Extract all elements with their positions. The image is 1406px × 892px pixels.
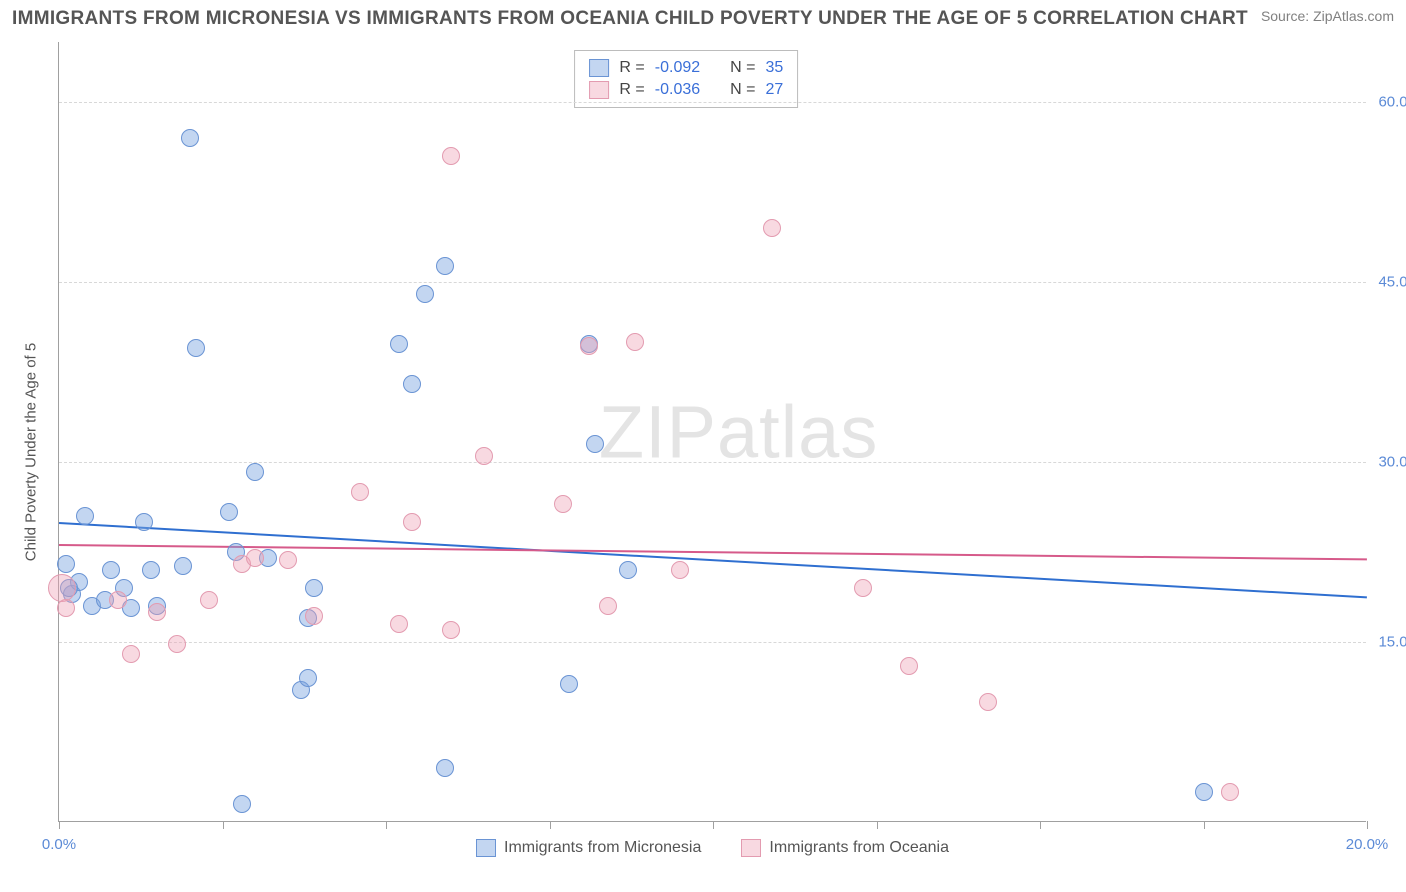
scatter-point-series-0: [102, 561, 120, 579]
scatter-point-series-1: [403, 513, 421, 531]
r-label-1: R =: [619, 79, 644, 101]
scatter-point-series-1: [854, 579, 872, 597]
scatter-point-series-1: [626, 333, 644, 351]
x-tick: [223, 821, 224, 829]
scatter-point-series-1: [168, 635, 186, 653]
scatter-point-series-1: [279, 551, 297, 569]
scatter-point-series-0: [619, 561, 637, 579]
x-tick: [550, 821, 551, 829]
scatter-point-series-1: [351, 483, 369, 501]
x-tick: [713, 821, 714, 829]
watermark-left: ZIP: [599, 390, 717, 473]
x-tick: [877, 821, 878, 829]
source-value: ZipAtlas.com: [1313, 8, 1394, 24]
scatter-point-series-0: [390, 335, 408, 353]
scatter-point-series-0: [174, 557, 192, 575]
x-tick-label: 0.0%: [42, 836, 76, 853]
scatter-point-series-0: [135, 513, 153, 531]
scatter-point-series-0: [181, 129, 199, 147]
scatter-point-series-0: [416, 285, 434, 303]
r-value-1: -0.036: [655, 79, 700, 101]
scatter-point-series-1: [599, 597, 617, 615]
scatter-point-series-1: [305, 607, 323, 625]
scatter-point-series-1: [671, 561, 689, 579]
r-value-0: -0.092: [655, 57, 700, 79]
scatter-point-series-1: [57, 599, 75, 617]
bottom-legend: Immigrants from Micronesia Immigrants fr…: [59, 839, 1366, 857]
gridline-h: [59, 282, 1366, 283]
scatter-point-series-1: [246, 549, 264, 567]
scatter-point-series-1: [48, 574, 76, 602]
x-tick: [59, 821, 60, 829]
scatter-point-series-0: [57, 555, 75, 573]
plot-area: ZIPatlas R = -0.092 N = 35 R = -0.036 N …: [58, 42, 1366, 822]
scatter-point-series-0: [76, 507, 94, 525]
scatter-point-series-1: [442, 147, 460, 165]
legend-label-0: Immigrants from Micronesia: [504, 839, 701, 857]
legend-swatch-oceania-bottom: [741, 839, 761, 857]
scatter-point-series-1: [475, 447, 493, 465]
scatter-point-series-0: [403, 375, 421, 393]
scatter-point-series-0: [586, 435, 604, 453]
n-value-0: 35: [765, 57, 783, 79]
correlation-row-1: R = -0.036 N = 27: [589, 79, 783, 101]
scatter-point-series-1: [900, 657, 918, 675]
y-tick-label: 60.0%: [1378, 94, 1406, 111]
x-tick-label: 20.0%: [1346, 836, 1389, 853]
scatter-point-series-1: [109, 591, 127, 609]
legend-label-1: Immigrants from Oceania: [769, 839, 949, 857]
scatter-point-series-1: [554, 495, 572, 513]
legend-item-oceania: Immigrants from Oceania: [741, 839, 949, 857]
n-value-1: 27: [765, 79, 783, 101]
scatter-point-series-1: [442, 621, 460, 639]
scatter-point-series-0: [187, 339, 205, 357]
y-tick-label: 30.0%: [1378, 454, 1406, 471]
scatter-point-series-0: [436, 759, 454, 777]
scatter-point-series-1: [148, 603, 166, 621]
scatter-point-series-1: [200, 591, 218, 609]
y-tick-label: 45.0%: [1378, 274, 1406, 291]
gridline-h: [59, 642, 1366, 643]
scatter-point-series-1: [1221, 783, 1239, 801]
source-attribution: Source: ZipAtlas.com: [1261, 8, 1394, 24]
gridline-h: [59, 102, 1366, 103]
x-tick: [1040, 821, 1041, 829]
x-tick: [1367, 821, 1368, 829]
scatter-point-series-0: [142, 561, 160, 579]
y-tick-label: 15.0%: [1378, 634, 1406, 651]
y-axis-label: Child Poverty Under the Age of 5: [23, 343, 40, 561]
scatter-point-series-0: [305, 579, 323, 597]
scatter-point-series-1: [763, 219, 781, 237]
correlation-legend: R = -0.092 N = 35 R = -0.036 N = 27: [574, 50, 798, 108]
scatter-point-series-0: [220, 503, 238, 521]
n-label-0: N =: [730, 57, 755, 79]
n-label-1: N =: [730, 79, 755, 101]
scatter-point-series-0: [299, 669, 317, 687]
scatter-point-series-1: [979, 693, 997, 711]
scatter-point-series-0: [560, 675, 578, 693]
legend-swatch-oceania: [589, 81, 609, 99]
x-tick: [1204, 821, 1205, 829]
scatter-point-series-1: [390, 615, 408, 633]
chart-container: Child Poverty Under the Age of 5 ZIPatla…: [36, 42, 1394, 862]
legend-item-micronesia: Immigrants from Micronesia: [476, 839, 701, 857]
scatter-point-series-0: [233, 795, 251, 813]
correlation-row-0: R = -0.092 N = 35: [589, 57, 783, 79]
chart-title: IMMIGRANTS FROM MICRONESIA VS IMMIGRANTS…: [12, 8, 1248, 30]
scatter-point-series-0: [1195, 783, 1213, 801]
scatter-point-series-1: [580, 337, 598, 355]
legend-swatch-micronesia-bottom: [476, 839, 496, 857]
watermark-right: atlas: [717, 390, 878, 473]
r-label-0: R =: [619, 57, 644, 79]
scatter-point-series-0: [436, 257, 454, 275]
scatter-point-series-1: [122, 645, 140, 663]
legend-swatch-micronesia: [589, 59, 609, 77]
scatter-point-series-0: [246, 463, 264, 481]
x-tick: [386, 821, 387, 829]
source-label: Source:: [1261, 8, 1313, 24]
